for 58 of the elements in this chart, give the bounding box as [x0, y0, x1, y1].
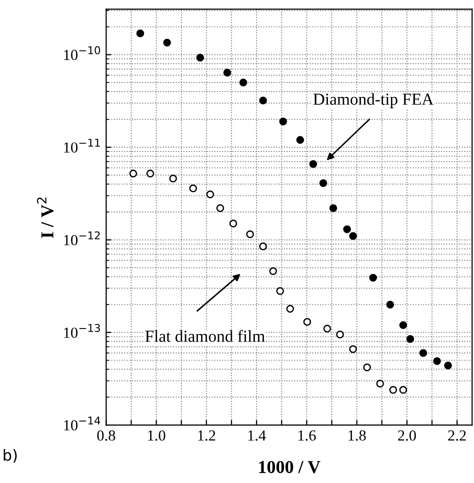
point [319, 179, 328, 187]
x-tick-label: 2.0 [398, 430, 416, 441]
point [386, 300, 394, 308]
y-axis-title: I / V$^{2}$ [36, 198, 54, 238]
x-tick-label: 1.4 [248, 430, 266, 441]
point [259, 242, 267, 250]
x-tick-label: 1.8 [348, 430, 366, 441]
y-tick-label: 10$^{−14}$ [64, 416, 100, 430]
point [309, 160, 318, 168]
point [229, 220, 238, 228]
annotation: Diamond-tip FEA [313, 93, 434, 108]
y-tick-label: 10$^{−11}$ [64, 138, 100, 153]
y-tick-label: 10$^{−10}$ [64, 46, 100, 60]
point [259, 96, 267, 104]
point [216, 204, 224, 212]
point [163, 38, 171, 46]
point [389, 386, 398, 394]
point [336, 330, 344, 338]
x-tick-label: 2.2 [448, 430, 466, 441]
point [303, 318, 312, 326]
point [444, 362, 452, 370]
x-tick-label: 1.6 [298, 430, 316, 441]
point [239, 78, 248, 86]
point [349, 232, 357, 240]
point [369, 274, 377, 282]
point [406, 335, 414, 343]
x-tick-label: 1.2 [198, 430, 216, 441]
y-tick-label: 10$^{−13}$ [64, 324, 100, 338]
point [349, 345, 357, 354]
point [136, 29, 144, 38]
point [189, 184, 198, 192]
point [146, 170, 154, 178]
point [363, 363, 371, 372]
x-axis-title: 1000 / V [259, 460, 320, 474]
point [276, 287, 284, 295]
y-tick-label: 10$^{−12}$ [64, 231, 100, 246]
point [323, 324, 332, 332]
point [196, 54, 204, 62]
point [286, 304, 294, 313]
point [343, 225, 351, 234]
annotation: Flat diamond film [145, 330, 265, 342]
point [376, 380, 384, 388]
point [296, 136, 304, 144]
point [269, 267, 277, 275]
point [433, 357, 441, 366]
point [169, 174, 177, 182]
x-tick-label: 1.0 [148, 430, 166, 441]
point [206, 190, 214, 198]
x-tick-label: 0.8 [97, 430, 116, 441]
point [329, 204, 338, 212]
text: b) [4, 449, 17, 463]
point [279, 118, 288, 126]
point [419, 349, 428, 357]
point [246, 230, 254, 238]
point [223, 68, 232, 76]
point [399, 386, 408, 394]
point [129, 170, 138, 178]
point [399, 321, 408, 329]
